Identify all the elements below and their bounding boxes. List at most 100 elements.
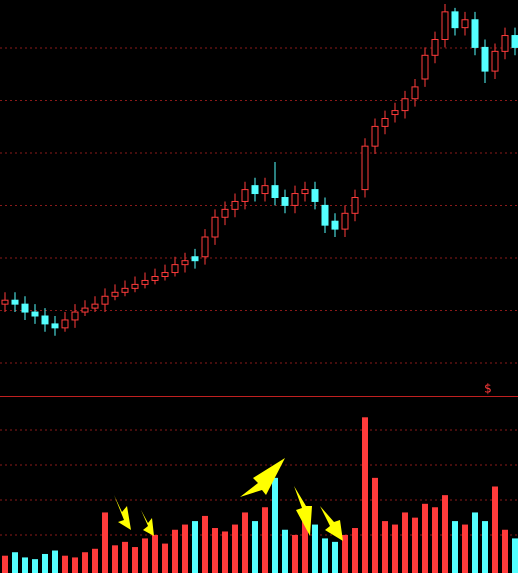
candle-body xyxy=(451,11,459,29)
volume-bar xyxy=(182,524,188,573)
volume-bar xyxy=(452,521,458,573)
candle-body xyxy=(81,307,89,313)
candle-body xyxy=(381,118,389,127)
volume-bar xyxy=(352,528,358,573)
candle-body xyxy=(371,125,379,147)
arrow xyxy=(320,506,343,541)
volume-bar xyxy=(272,477,278,573)
volume-bar xyxy=(112,545,118,573)
volume-bar xyxy=(492,486,498,573)
volume-bar xyxy=(392,524,398,573)
candle-body xyxy=(441,11,449,40)
volume-bar xyxy=(502,529,508,573)
candle-body xyxy=(331,220,339,230)
candle-body xyxy=(71,311,79,321)
candle-body xyxy=(171,264,179,274)
volume-bar xyxy=(132,547,138,573)
volume-bar xyxy=(422,503,428,573)
volume-bar xyxy=(382,521,388,573)
candle-body xyxy=(241,189,249,202)
candle-body xyxy=(361,145,369,191)
candle-body xyxy=(211,216,219,238)
volume-bar xyxy=(342,534,348,573)
volume-bar xyxy=(32,559,38,573)
candle-body xyxy=(141,279,149,285)
volume-bar xyxy=(242,512,248,573)
volume-bar xyxy=(412,517,418,573)
candle-body xyxy=(111,291,119,297)
volume-bar xyxy=(162,543,168,573)
volume-bar xyxy=(102,512,108,573)
volume-bar xyxy=(62,555,68,573)
candle-body xyxy=(391,110,399,116)
arrows xyxy=(114,458,343,541)
volume-bar xyxy=(282,529,288,573)
candle-body xyxy=(431,39,439,56)
candle-body xyxy=(281,197,289,206)
volume-bar xyxy=(152,534,158,573)
candle-body xyxy=(301,189,309,195)
arrow xyxy=(141,510,154,536)
candle-body xyxy=(491,50,499,72)
volume-bar xyxy=(22,557,28,573)
volume-bar xyxy=(312,524,318,573)
volume-bar xyxy=(512,538,518,573)
volume-bar xyxy=(262,507,268,573)
volume-bar xyxy=(92,548,98,573)
volume-bar xyxy=(82,552,88,573)
candle-body xyxy=(221,208,229,218)
volume-bar xyxy=(402,512,408,573)
candle-body xyxy=(341,212,349,230)
candle-body xyxy=(41,315,49,325)
volume-bar xyxy=(322,538,328,573)
volume-bar xyxy=(212,528,218,573)
candle-body xyxy=(421,54,429,80)
candle-body xyxy=(61,319,69,329)
candle-body xyxy=(51,323,59,329)
arrow xyxy=(114,495,131,530)
candle-body xyxy=(321,204,329,226)
volume-bar xyxy=(252,521,258,573)
candle-body xyxy=(511,35,518,48)
candle-body xyxy=(481,46,489,72)
volume-bar xyxy=(332,541,338,573)
arrow xyxy=(294,486,312,536)
volume-bar xyxy=(432,507,438,573)
candle-body xyxy=(251,185,259,195)
candle-body xyxy=(501,35,509,52)
candle-body xyxy=(181,260,189,266)
candle-body xyxy=(461,19,469,29)
volume-bar xyxy=(442,495,448,573)
volume-bar xyxy=(362,417,368,573)
candle-body xyxy=(21,303,29,313)
candle-body xyxy=(101,295,109,305)
candle-body xyxy=(121,287,129,293)
volume-bar xyxy=(372,477,378,573)
volume-bar xyxy=(482,521,488,573)
candle-body xyxy=(411,86,419,100)
volume-bar xyxy=(202,515,208,573)
volume-bar xyxy=(192,521,198,573)
candle-body xyxy=(191,256,199,262)
volume-bar xyxy=(292,534,298,573)
candle-body xyxy=(261,185,269,195)
volume-bar xyxy=(222,531,228,573)
volume-bar xyxy=(462,524,468,573)
volume-bar xyxy=(42,553,48,573)
volume-bar xyxy=(142,538,148,573)
candle-body xyxy=(91,303,99,309)
candle-body xyxy=(401,98,409,112)
volume-bar xyxy=(302,521,308,573)
candle-body xyxy=(351,197,359,214)
annotation: $ xyxy=(484,382,492,396)
volume-bar xyxy=(472,512,478,573)
candle-body xyxy=(11,299,19,305)
volume-bar xyxy=(122,541,128,573)
candle-body xyxy=(1,299,9,305)
marks xyxy=(1,3,518,573)
volume-bar xyxy=(52,550,58,573)
volume-bar xyxy=(172,529,178,573)
candle-body xyxy=(31,311,39,317)
volume-bar xyxy=(2,555,8,573)
